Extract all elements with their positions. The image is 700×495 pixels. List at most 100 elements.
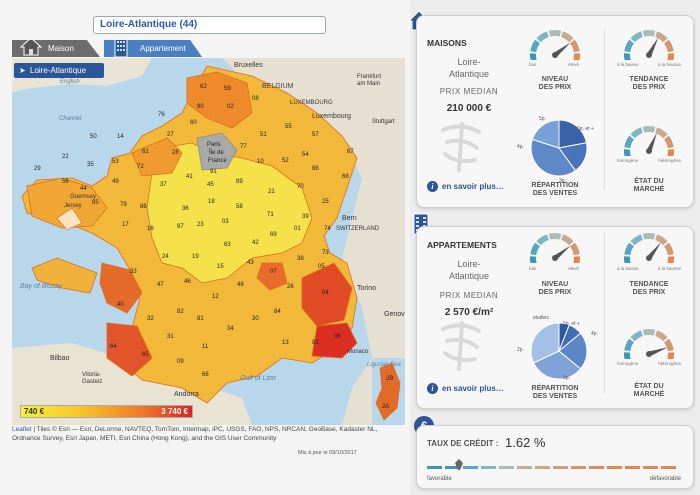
svg-text:36: 36: [182, 206, 189, 212]
gauge-segment: [663, 338, 674, 352]
calligraphy-decoration: [441, 122, 481, 172]
pie-label: 2p.: [517, 347, 524, 353]
houses-etat-label-1: ÉTAT DU: [634, 178, 664, 185]
leaflet-link[interactable]: Leaflet: [12, 426, 32, 433]
svg-text:81: 81: [197, 316, 204, 322]
gauge-needle: [553, 42, 571, 57]
svg-text:Gasteiz: Gasteiz: [82, 379, 102, 385]
svg-text:Monaco: Monaco: [347, 349, 369, 355]
houses-info-link[interactable]: i en savoir plus…: [427, 181, 504, 192]
tick-left: à la baisse: [617, 62, 639, 67]
pie-label: 3p.: [559, 178, 566, 184]
svg-text:28: 28: [172, 150, 179, 156]
svg-text:11: 11: [202, 344, 209, 350]
svg-text:65: 65: [142, 352, 149, 358]
scale-segment: [661, 466, 676, 469]
svg-text:73: 73: [322, 250, 329, 256]
gauge-segment: [655, 330, 668, 342]
svg-text:26: 26: [287, 284, 294, 290]
houses-tendance-label: TENDANCE DES PRIX: [617, 76, 681, 92]
credit-label: TAUX DE CRÉDIT :: [427, 439, 499, 448]
svg-text:06: 06: [334, 334, 341, 340]
svg-text:22: 22: [62, 154, 69, 160]
houses-median-value: 210 000 €: [446, 103, 492, 114]
gauge-segment: [530, 39, 541, 53]
svg-text:48: 48: [237, 282, 244, 288]
svg-text:43: 43: [247, 260, 254, 266]
gauge-segment: [569, 39, 580, 53]
region-button[interactable]: ➤ Loire-Atlantique: [14, 63, 104, 78]
apartments-niveau-label-2: DES PRIX: [538, 289, 572, 296]
gauge-hub: [646, 351, 652, 357]
apartments-location-line2: Atlantique: [448, 271, 490, 281]
gauge-needle: [553, 245, 571, 260]
svg-text:02: 02: [227, 104, 234, 110]
pie-label: 3p.: [563, 375, 570, 381]
svg-text:45: 45: [207, 182, 214, 188]
svg-text:2B: 2B: [386, 376, 393, 382]
france-price-map[interactable]: 62 59 80 02 08 76 27 60 28 91 77 51 55 57 54 67 68 88 5…: [12, 58, 405, 425]
scale-segment: [625, 466, 640, 469]
svg-text:69: 69: [270, 232, 277, 238]
credit-needle-icon: [455, 459, 463, 470]
svg-text:84: 84: [274, 309, 281, 315]
svg-text:13: 13: [282, 340, 289, 346]
department-search-input[interactable]: Loire-Atlantique (44): [93, 16, 326, 34]
france-departments: [21, 65, 358, 404]
scale-segment: [499, 466, 514, 469]
svg-text:64: 64: [110, 344, 117, 350]
houses-repartition-label: RÉPARTITION DES VENTES: [523, 182, 587, 198]
svg-text:Bern: Bern: [342, 215, 357, 222]
houses-tendance-gauge: [621, 24, 677, 67]
svg-text:35: 35: [87, 162, 94, 168]
svg-text:57: 57: [312, 132, 319, 138]
svg-text:Torino: Torino: [357, 285, 376, 292]
price-legend: 740 € 3 740 €: [20, 405, 193, 418]
svg-text:37: 37: [160, 182, 167, 188]
svg-text:Paris: Paris: [207, 142, 221, 148]
tab-maison[interactable]: Maison: [12, 40, 100, 57]
pie-slice: [558, 119, 588, 149]
credit-favorable: favorable: [427, 476, 452, 482]
scale-segment: [553, 466, 568, 469]
svg-text:53: 53: [112, 159, 119, 165]
gauge-segment: [624, 149, 633, 163]
pie-label: 4p.: [517, 144, 524, 150]
pie-slice: [530, 322, 560, 364]
gauge-segment: [561, 31, 574, 43]
legend-max: 3 740 €: [161, 407, 188, 416]
apartments-repartition-label-2: DES VENTES: [532, 393, 578, 400]
gauge-segment: [663, 242, 674, 256]
pie-slice: [532, 350, 582, 380]
svg-text:03: 03: [222, 219, 229, 225]
gauge-segment: [630, 330, 643, 342]
houses-repartition-label-1: RÉPARTITION: [531, 182, 579, 189]
svg-text:87: 87: [177, 224, 184, 230]
scale-segment: [445, 466, 460, 469]
apartments-etat-label: ÉTAT DU MARCHÉ: [617, 383, 681, 399]
tick-right: élevé: [568, 266, 579, 271]
svg-text:33: 33: [130, 269, 137, 275]
gauge-segment: [630, 31, 643, 43]
map-canvas: 62 59 80 02 08 76 27 60 28 91 77 51 55 57 54 67 68 88 5…: [12, 58, 405, 425]
gauge-segment: [663, 39, 674, 53]
houses-title: MAISONS: [427, 38, 467, 48]
svg-text:85: 85: [92, 200, 99, 206]
svg-text:55: 55: [285, 124, 292, 130]
corsica: [375, 362, 401, 421]
gauge-segment: [561, 234, 574, 246]
pie-label: studios: [533, 315, 549, 321]
pie-label: 5p.: [539, 116, 546, 122]
tab-appartement[interactable]: Appartement: [104, 40, 202, 57]
tick-left: homogène: [617, 158, 639, 163]
gauge-segment: [624, 352, 633, 366]
svg-text:38: 38: [297, 256, 304, 262]
map-panel: Loire-Atlantique (44) Maison Appartement: [12, 16, 405, 456]
svg-text:74: 74: [324, 226, 331, 232]
svg-text:English: English: [60, 79, 80, 85]
gauge-dial: [530, 233, 580, 270]
svg-text:60: 60: [190, 120, 197, 126]
apartments-info-link[interactable]: i en savoir plus…: [427, 383, 504, 394]
gauge-segment: [530, 242, 541, 256]
svg-text:10: 10: [257, 159, 264, 165]
